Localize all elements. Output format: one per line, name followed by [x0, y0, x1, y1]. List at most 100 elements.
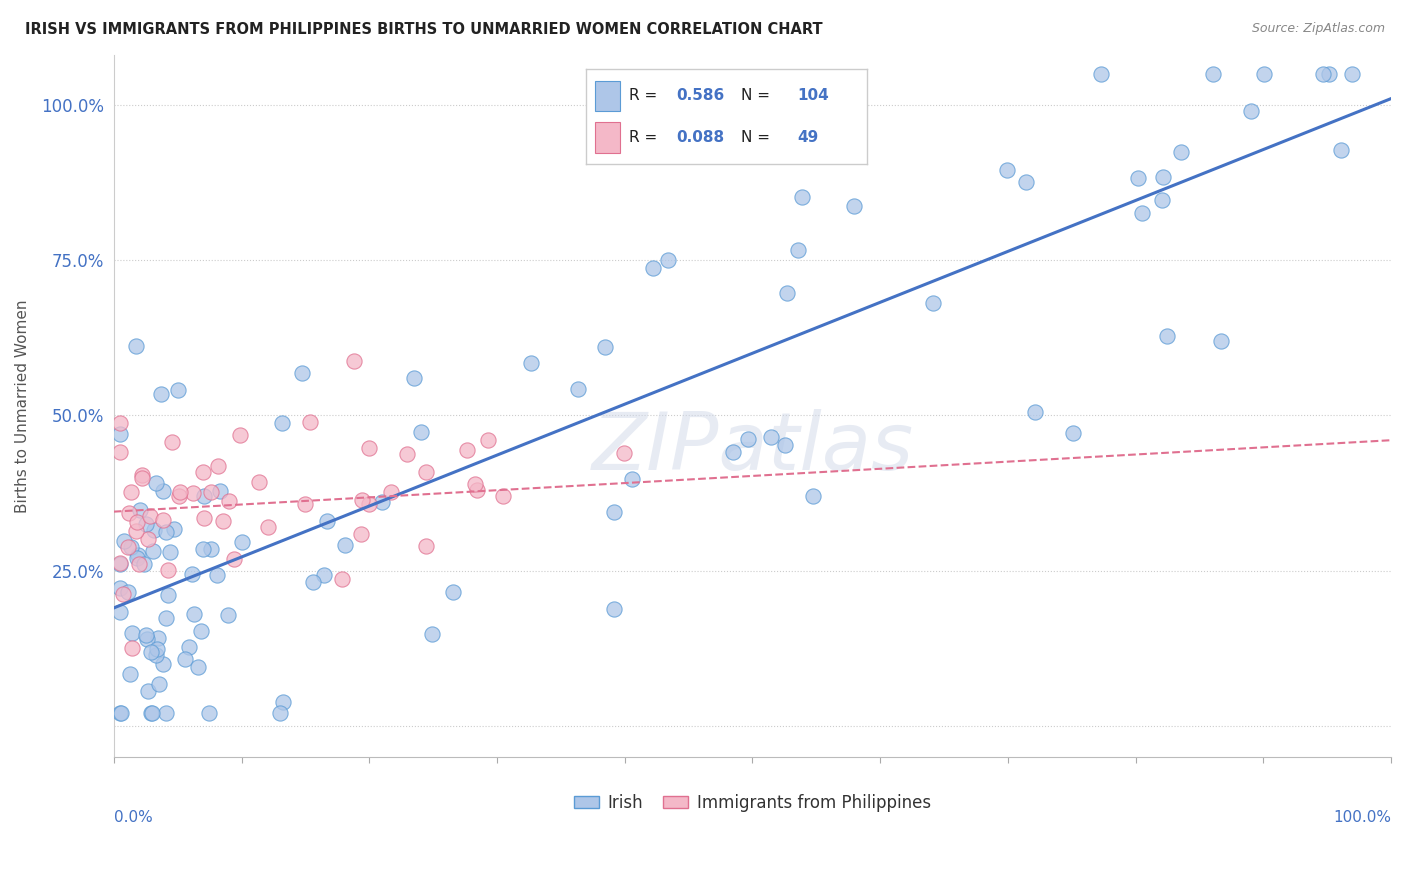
Point — [1152, 169, 1174, 184]
Point — [110, 445, 132, 459]
Point — [152, 513, 174, 527]
Text: IRISH VS IMMIGRANTS FROM PHILIPPINES BIRTHS TO UNMARRIED WOMEN CORRELATION CHART: IRISH VS IMMIGRANTS FROM PHILIPPINES BIR… — [25, 22, 823, 37]
Point — [181, 486, 204, 500]
Point — [456, 443, 478, 458]
Point — [269, 706, 291, 721]
Point — [844, 199, 866, 213]
Point — [125, 551, 148, 566]
Point — [759, 430, 782, 444]
Point — [520, 356, 543, 370]
Point — [773, 438, 796, 452]
Point — [723, 444, 745, 458]
Point — [152, 657, 174, 671]
Point — [111, 587, 134, 601]
Point — [603, 602, 626, 616]
Point — [477, 433, 499, 447]
Point — [491, 489, 513, 503]
Text: 0.0%: 0.0% — [114, 810, 153, 824]
Point — [643, 261, 665, 276]
Point — [271, 695, 294, 709]
Point — [1152, 193, 1174, 207]
Point — [183, 607, 205, 622]
Point — [357, 497, 380, 511]
Point — [110, 416, 132, 430]
Point — [1062, 425, 1084, 440]
Point — [801, 490, 824, 504]
Point — [790, 190, 813, 204]
Point — [157, 563, 180, 577]
Point — [146, 631, 169, 645]
Point — [613, 446, 636, 460]
Point — [396, 447, 419, 461]
Text: 100.0%: 100.0% — [1333, 810, 1391, 824]
Point — [193, 510, 215, 524]
Legend: Irish, Immigrants from Philippines: Irish, Immigrants from Philippines — [568, 788, 938, 819]
Point — [135, 628, 157, 642]
Point — [231, 535, 253, 549]
Point — [294, 497, 316, 511]
Point — [193, 489, 215, 503]
Point — [125, 524, 148, 538]
Point — [118, 667, 141, 681]
Point — [343, 353, 366, 368]
Point — [200, 541, 222, 556]
Point — [143, 524, 166, 538]
Point — [207, 458, 229, 473]
Point — [190, 624, 212, 638]
Point — [138, 508, 160, 523]
Point — [145, 648, 167, 662]
Point — [135, 516, 157, 531]
Point — [145, 476, 167, 491]
Y-axis label: Births to Unmarried Women: Births to Unmarried Women — [15, 300, 30, 513]
Point — [301, 575, 323, 590]
Point — [155, 610, 177, 624]
Point — [371, 495, 394, 509]
Point — [1340, 67, 1362, 81]
Point — [1014, 175, 1036, 189]
Point — [186, 659, 208, 673]
Point — [441, 585, 464, 599]
Point — [110, 557, 132, 571]
Point — [1240, 104, 1263, 119]
Point — [229, 428, 252, 442]
Point — [404, 371, 426, 385]
Point — [776, 286, 799, 301]
Point — [314, 568, 336, 582]
Point — [135, 632, 157, 646]
Point — [121, 640, 143, 655]
Point — [1209, 334, 1232, 348]
Point — [422, 627, 444, 641]
Point — [200, 485, 222, 500]
Point — [173, 652, 195, 666]
Point — [141, 706, 163, 721]
Point — [217, 608, 239, 623]
Point — [129, 503, 152, 517]
Point — [157, 588, 180, 602]
Point — [1170, 145, 1192, 159]
Point — [118, 506, 141, 520]
Point — [222, 552, 245, 566]
Point — [112, 533, 135, 548]
Point — [162, 523, 184, 537]
Point — [1156, 329, 1178, 343]
Point — [117, 585, 139, 599]
Point — [291, 367, 314, 381]
Point — [620, 472, 643, 486]
Point — [136, 684, 159, 698]
Point — [1330, 143, 1353, 157]
Point — [131, 471, 153, 485]
Point — [120, 540, 142, 554]
Point — [152, 484, 174, 499]
Point — [197, 706, 219, 721]
Point — [333, 538, 356, 552]
Point — [128, 558, 150, 572]
Point — [1130, 205, 1153, 219]
Point — [1090, 67, 1112, 81]
Point — [409, 425, 432, 440]
Point — [180, 567, 202, 582]
Point — [212, 514, 235, 528]
Point — [167, 489, 190, 503]
Point — [127, 515, 149, 529]
Point — [110, 427, 132, 442]
Text: ZIPatlas: ZIPatlas — [592, 409, 914, 487]
